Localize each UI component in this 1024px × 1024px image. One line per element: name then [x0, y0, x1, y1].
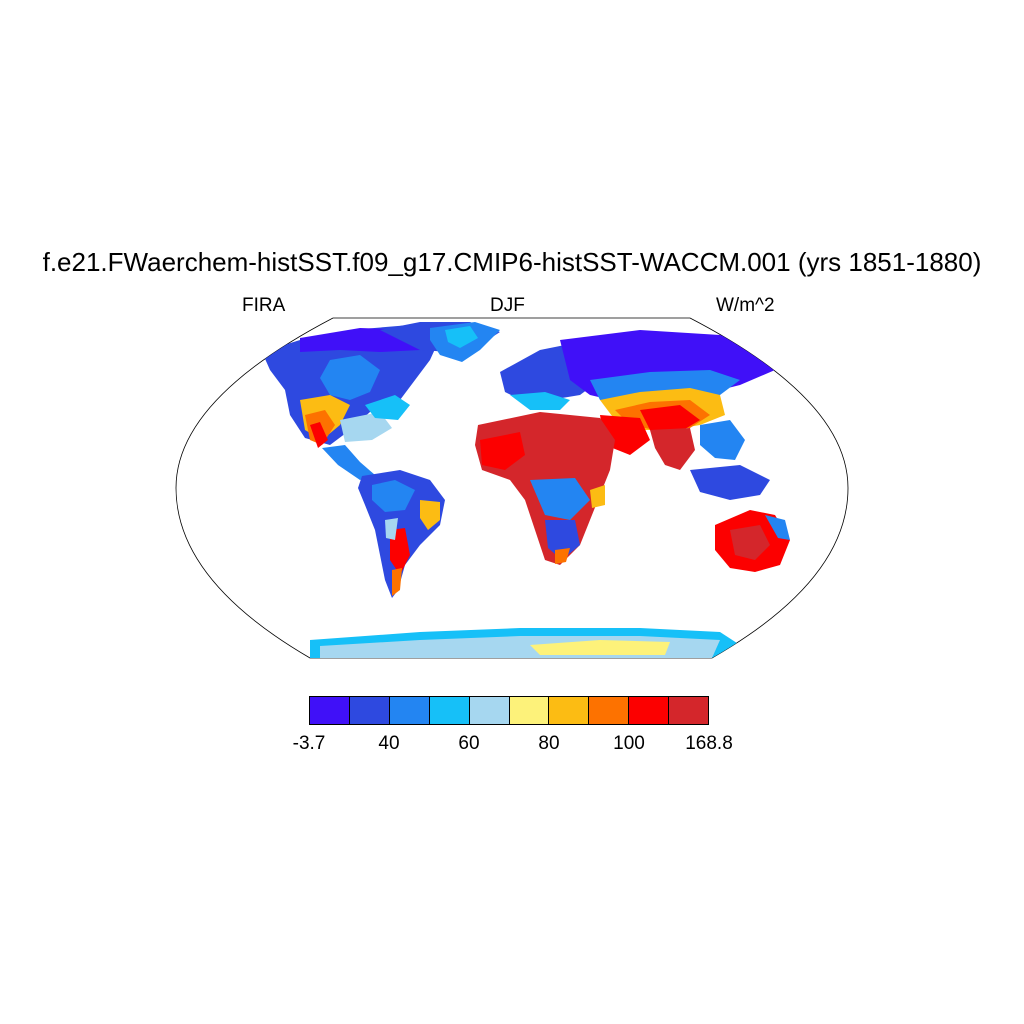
- colorbar-label: 100: [613, 733, 645, 754]
- colorbar: [309, 696, 709, 725]
- colorbar-box-8: [629, 697, 670, 724]
- colorbar-box-4: [469, 697, 510, 724]
- australia-region: [715, 510, 790, 572]
- colorbar-label: -3.7: [292, 733, 326, 754]
- antarctica-region: [310, 628, 740, 658]
- colorbar-box-6: [549, 697, 590, 724]
- colorbar-label: 168.8: [685, 733, 733, 754]
- colorbar-box-1: [349, 697, 390, 724]
- asia-region: [560, 330, 775, 500]
- colorbar-label: 80: [538, 733, 560, 754]
- colorbar-label: 40: [378, 733, 400, 754]
- colorbar-label: 60: [458, 733, 480, 754]
- africa-region: [475, 412, 615, 565]
- colorbar-box-5: [509, 697, 550, 724]
- plot-title: f.e21.FWaerchem-histSST.f09_g17.CMIP6-hi…: [42, 247, 982, 277]
- units-label: W/m^2: [716, 295, 775, 316]
- south-america-region: [358, 470, 445, 598]
- variable-label: FIRA: [242, 295, 286, 316]
- colorbar-box-0: [310, 697, 350, 724]
- colorbar-box-2: [389, 697, 430, 724]
- colorbar-box-7: [589, 697, 630, 724]
- colorbar-box-9: [669, 697, 709, 724]
- colorbar-box-3: [429, 697, 470, 724]
- season-label: DJF: [490, 295, 525, 316]
